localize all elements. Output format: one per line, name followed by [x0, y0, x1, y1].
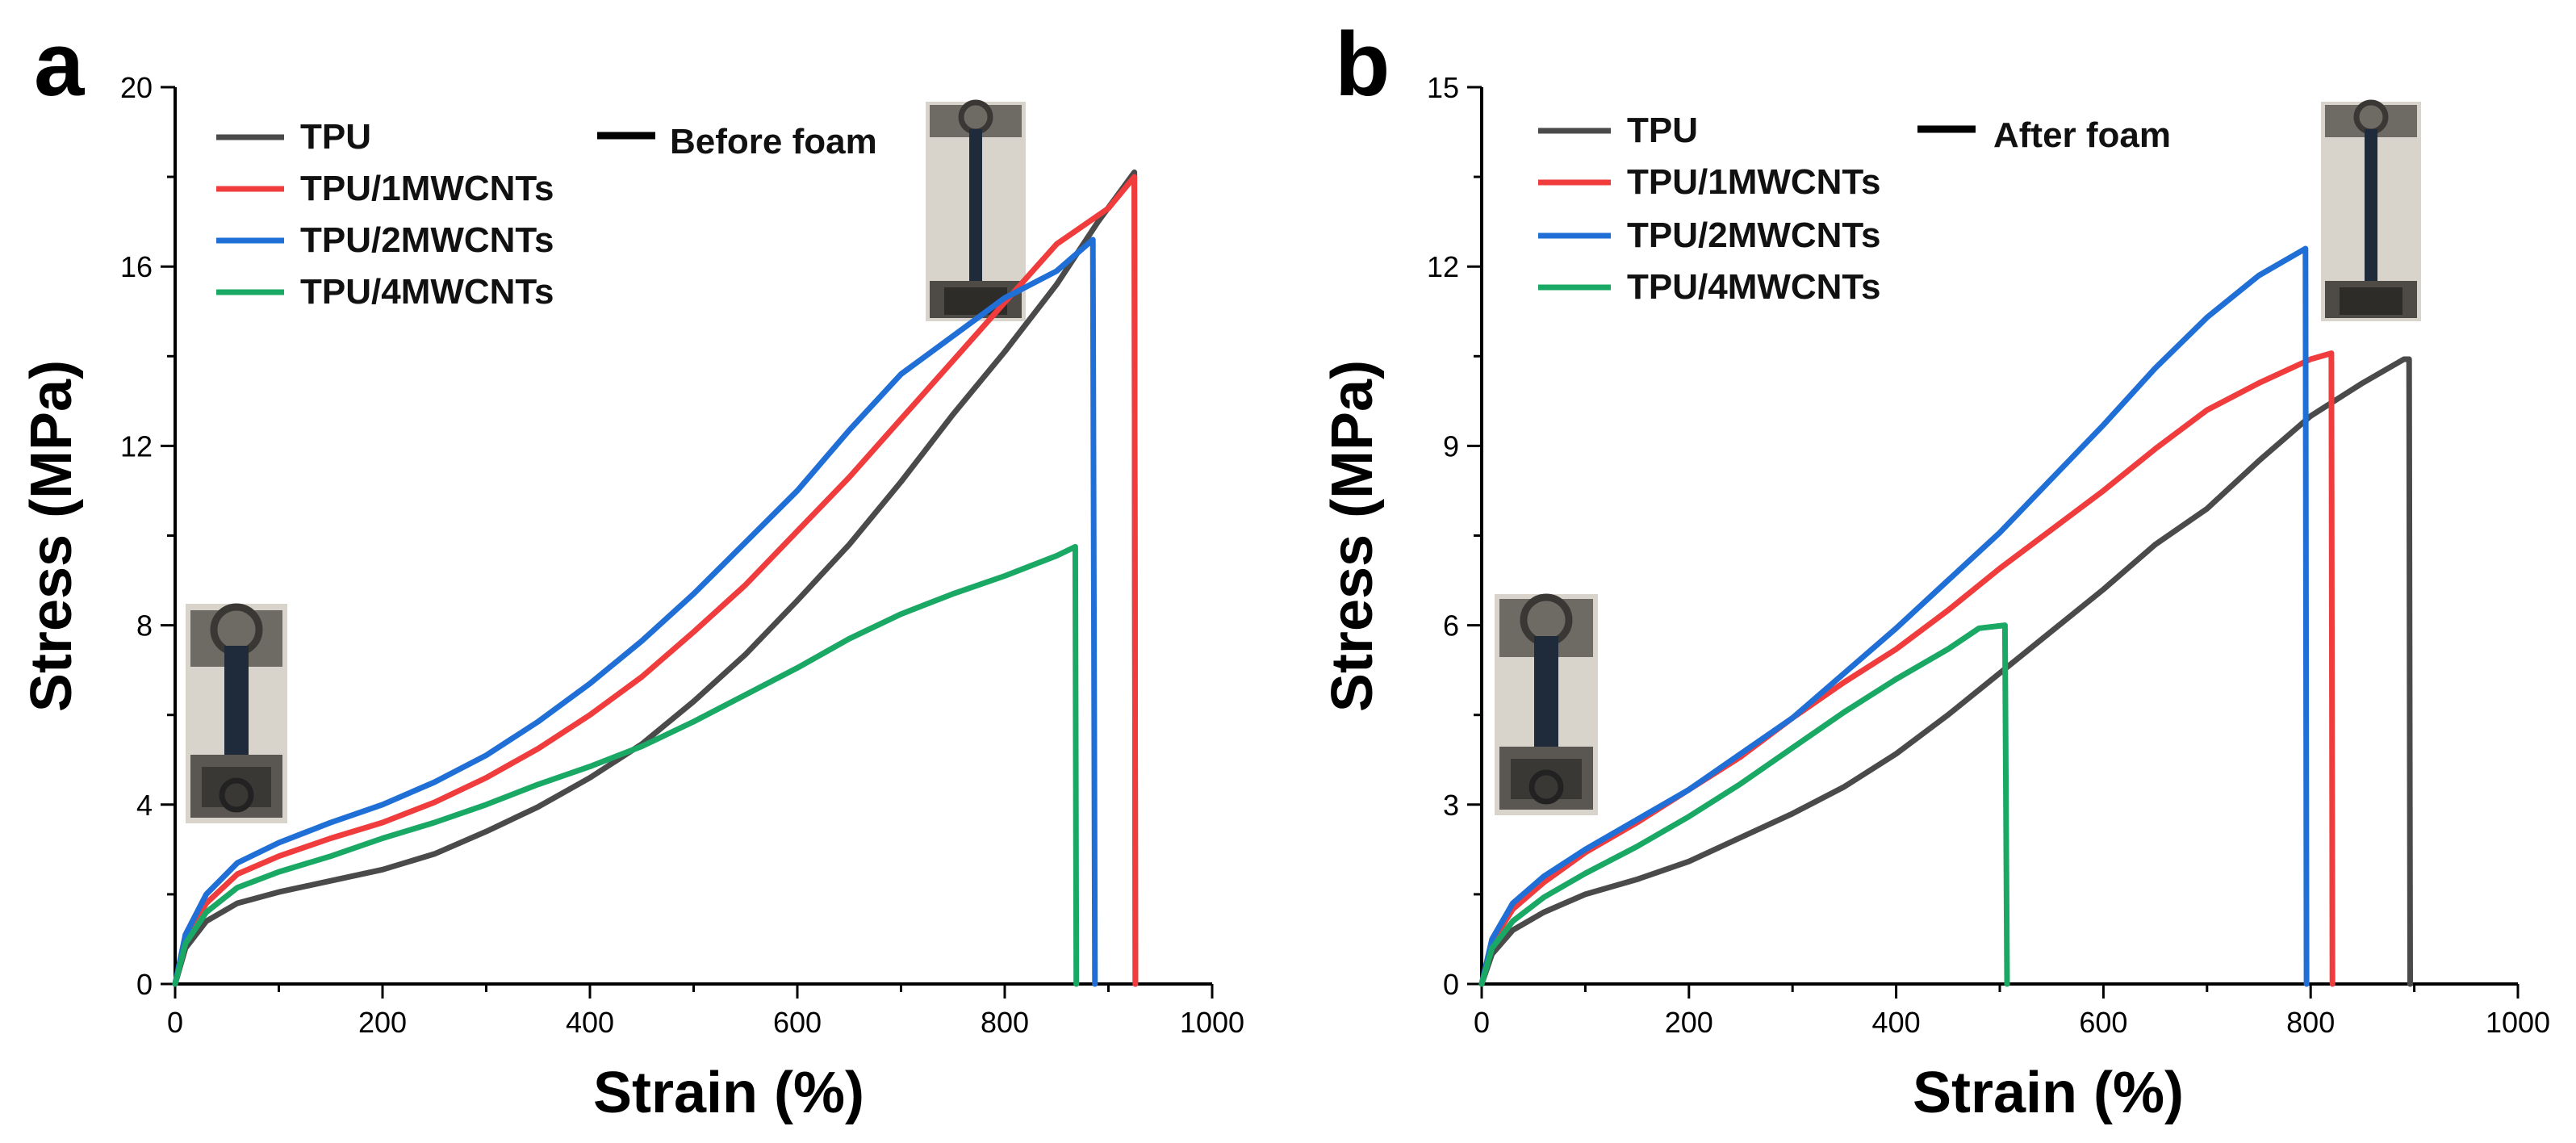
legend-condition-label: Before foam: [670, 122, 877, 161]
panel-a-letter: a: [34, 14, 85, 115]
legend-label: TPU/1MWCNTs: [1627, 162, 1881, 202]
y-tick-label: 12: [120, 429, 153, 463]
x-tick-label: 1000: [2486, 1006, 2550, 1039]
legend-condition-label: After foam: [1993, 115, 2171, 155]
x-tick-label: 800: [981, 1006, 1029, 1039]
legend-label: TPU/2MWCNTs: [1627, 216, 1881, 255]
y-tick-label: 0: [136, 968, 153, 1001]
panel-b-series-tpu-1mwcnts: [1478, 350, 2336, 987]
x-tick-label: 200: [358, 1006, 407, 1039]
legend-label: TPU: [300, 117, 371, 157]
x-tick-label: 400: [1872, 1006, 1921, 1039]
panel-a-x-axis-title: Strain (%): [593, 1061, 864, 1125]
panel-a-chart: a 0 200 400 600 800 1000 0 4 8 12 16 20 Stress (MPa…: [19, 14, 1244, 1125]
x-tick-label: 0: [1474, 1006, 1490, 1039]
y-tick-label: 4: [136, 789, 153, 822]
y-tick-label: 3: [1443, 789, 1459, 822]
panel-b-legend: TPU TPU/1MWCNTs TPU/2MWCNTs TPU/4MWCNTs …: [1538, 111, 2171, 307]
panel-b-series-tpu-4mwcnts: [1478, 622, 2010, 987]
panel-a-series-tpu-4mwcnts: [172, 543, 1080, 987]
x-tick-label: 0: [167, 1006, 183, 1039]
legend-label: TPU/4MWCNTs: [1627, 267, 1881, 307]
y-tick-label: 6: [1443, 609, 1459, 643]
panel-b-y-axis-title: Stress (MPa): [1320, 360, 1385, 712]
panel-a-y-axis-title: Stress (MPa): [19, 360, 84, 712]
panel-b-series-tpu-2mwcnts: [1478, 245, 2310, 987]
x-tick-label: 400: [566, 1006, 614, 1039]
x-tick-label: 600: [2079, 1006, 2127, 1039]
panel-b-x-axis-title: Strain (%): [1913, 1061, 2184, 1125]
panel-a-legend: TPU TPU/1MWCNTs TPU/2MWCNTs TPU/4MWCNTs …: [216, 117, 877, 312]
x-tick-label: 800: [2286, 1006, 2335, 1039]
specimen-photo-after-stretch: [926, 99, 1026, 321]
specimen-photo-before-stretch: [186, 603, 287, 823]
legend-label: TPU/1MWCNTs: [300, 169, 554, 208]
legend-label: TPU/4MWCNTs: [300, 272, 554, 312]
x-tick-label: 600: [773, 1006, 822, 1039]
x-tick-label: 200: [1665, 1006, 1713, 1039]
panel-a-series-tpu-1mwcnts: [172, 174, 1139, 987]
panel-b-chart: b 0 200 400 600 800 1000 0 3 6 9 12 15 Stress (MPa)…: [1320, 14, 2550, 1125]
y-tick-label: 12: [1427, 250, 1459, 283]
legend-label: TPU/2MWCNTs: [300, 220, 554, 260]
legend-label: TPU: [1627, 111, 1698, 150]
specimen-photo-before-stretch: [1495, 593, 1598, 815]
specimen-photo-after-stretch: [2321, 99, 2421, 321]
panel-b-letter: b: [1335, 14, 1390, 115]
x-tick-label: 1000: [1180, 1006, 1244, 1039]
panel-a-series-tpu-2mwcnts: [172, 237, 1098, 987]
y-tick-label: 0: [1443, 968, 1459, 1001]
panel-b-series-tpu: [1478, 356, 2413, 987]
y-tick-label: 9: [1443, 429, 1459, 463]
y-tick-label: 16: [120, 250, 153, 283]
y-tick-label: 15: [1427, 71, 1459, 104]
y-tick-label: 8: [136, 609, 153, 643]
y-tick-label: 20: [120, 71, 153, 104]
